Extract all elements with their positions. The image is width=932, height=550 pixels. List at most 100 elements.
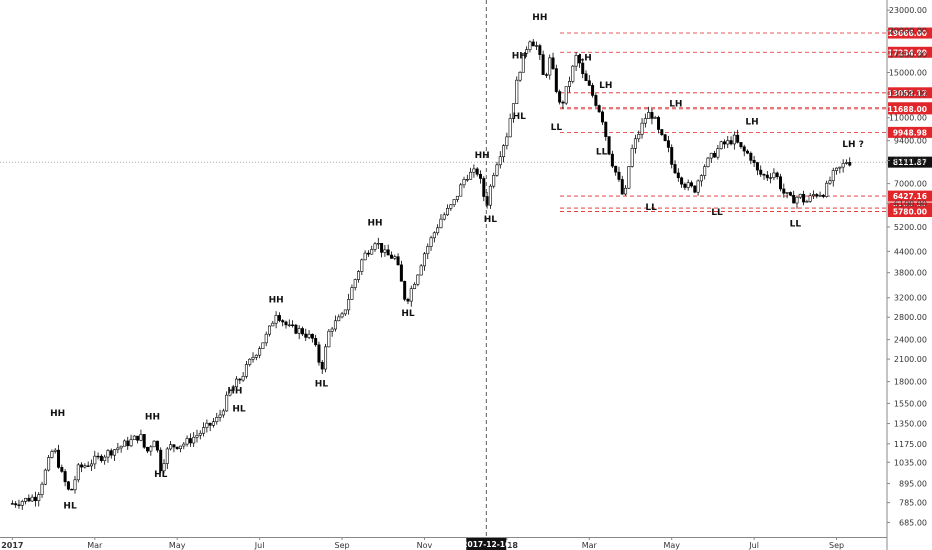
candle-body [357,271,361,280]
candle-body [802,193,806,203]
candle-body [577,55,581,64]
candle-body [719,141,723,149]
candle-body [709,152,713,159]
candle-body [525,49,529,54]
candle-body [505,136,509,146]
candle-body [472,168,476,173]
candle-body [600,111,604,123]
candle-body [732,134,736,145]
candle-body [304,333,308,338]
candle-body [248,358,252,365]
candle-body [498,156,502,166]
candle-body [76,464,80,481]
candle-body [172,444,176,448]
candle-body [258,348,262,356]
candle-body [479,173,483,179]
candle-body [363,252,367,261]
x-tick-label: May [169,541,186,550]
candle-body [403,281,407,300]
candle-body [755,162,759,171]
y-tick-label: 23000.00 [889,6,927,15]
y-tick-label: 1175.00 [894,440,927,449]
swing-label: LH [599,81,612,91]
candle-body [17,504,21,506]
swing-label: LH [669,99,682,109]
candle-body [614,165,618,173]
x-tick-label: Jul [254,541,265,550]
candle-body [647,112,651,119]
candle-body [409,288,413,302]
candle-body [544,74,548,76]
y-tick-label: 15000.00 [889,69,927,78]
candle-body [518,71,522,81]
swing-label: HL [484,215,498,225]
candle-body [327,330,331,348]
candle-body [109,450,113,456]
candle-body [492,174,496,187]
candle-body [277,315,281,321]
candle-body [841,163,845,168]
candle-body [225,394,229,412]
candle-body [449,204,453,209]
candle-body [274,315,278,324]
candle-body [238,378,242,381]
level-label: 13052.12 [888,89,927,98]
current-price-badge [888,156,932,168]
candle-body [314,338,318,346]
x-tick-label: Mar [87,541,103,550]
candle-body [43,469,47,485]
candle-body [752,160,756,163]
y-tick-label: 9400.00 [894,137,927,146]
candle-body [531,41,535,47]
candle-body [370,249,374,255]
candle-body [132,435,136,441]
candle-body [475,168,479,175]
candle-body [446,208,450,216]
candle-body [268,325,272,335]
candle-body [574,55,578,67]
candle-body [511,103,515,119]
candle-body [324,346,328,370]
x-tick-label: May [663,541,680,550]
level-badge [888,46,932,58]
candle-body [739,142,743,148]
candle-body [244,364,248,377]
swing-label: HL [513,112,527,122]
candle-body [380,243,384,253]
candle-body [287,324,291,326]
candle-body [333,320,337,330]
candle-body [10,503,14,505]
candle-body [815,194,819,197]
candle-body [57,449,61,468]
candle-body [670,147,674,165]
swing-label: LL [551,123,563,133]
candle-body [515,79,519,104]
candle-body [195,434,199,438]
candle-body [462,179,466,186]
candle-body [37,494,41,502]
y-tick-label: 2100.00 [894,355,927,364]
level-badge [888,126,932,138]
swing-label: LL [596,147,608,157]
candle-body [769,177,773,179]
candle-body [696,180,700,193]
candle-body [779,176,783,190]
y-tick-label: 11000.00 [889,114,927,123]
y-tick-label: 17000.00 [889,50,927,59]
candle-body [300,328,304,335]
candle-body [788,192,792,196]
y-tick-label: 685.00 [899,518,927,527]
y-tick-label: 1550.00 [894,399,927,408]
candle-body [713,152,717,158]
y-tick-label: 3200.00 [894,294,927,303]
x-tick-label: Mar [582,541,598,550]
candle-body [103,456,107,461]
level-badge [888,103,932,115]
candle-body [551,57,555,69]
candle-body [650,112,654,119]
candle-body [149,446,153,452]
swing-label: LL [790,219,802,229]
candle-body [742,146,746,152]
